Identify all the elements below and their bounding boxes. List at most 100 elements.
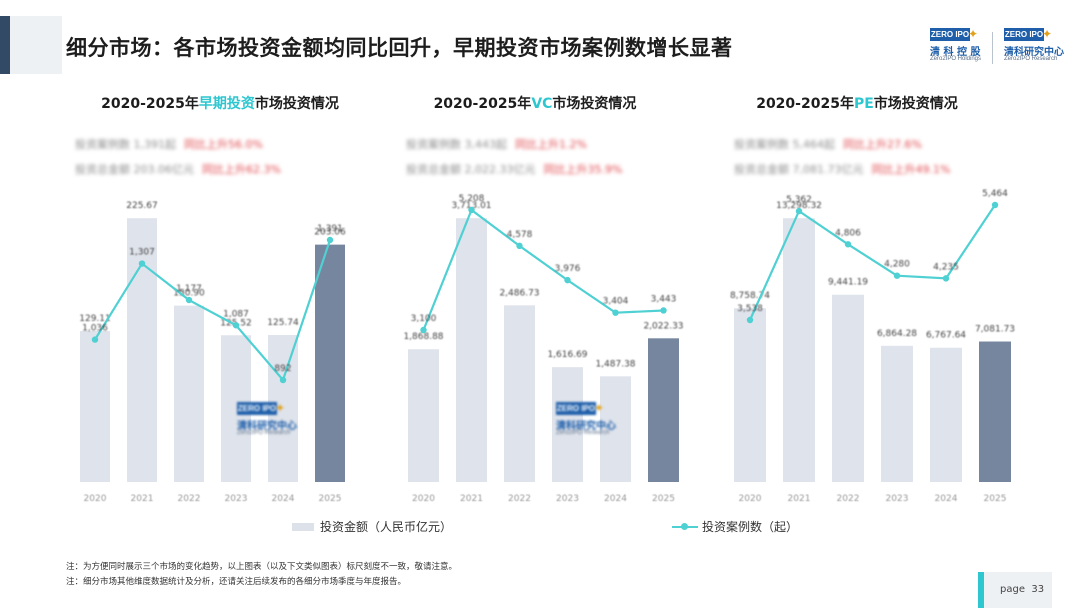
panel-title-highlight: VC bbox=[531, 96, 553, 112]
logo-english-name: Zero2IPO Research bbox=[237, 430, 291, 436]
x-tick-label: 2022 bbox=[178, 494, 201, 504]
line-value-label: 3,443 bbox=[651, 294, 677, 304]
line-value-label: 4,806 bbox=[835, 228, 861, 238]
series-line-case-count bbox=[748, 204, 996, 321]
bar-value-label: 1,868.88 bbox=[403, 332, 443, 342]
x-tick-label: 2020 bbox=[412, 494, 435, 504]
panel-title-suffix: 市场投资情况 bbox=[873, 96, 958, 112]
line-point bbox=[420, 326, 427, 334]
line-point bbox=[844, 241, 852, 248]
logo-chinese-name: 清 科 控 股 bbox=[930, 47, 981, 58]
panel-title-early-stage: 2020-2025年早期投资市场投资情况 bbox=[85, 93, 355, 113]
line-point bbox=[893, 272, 901, 279]
bar-value-label: 225.67 bbox=[126, 201, 158, 211]
stat-text: 投资总金额 7,081.73亿元 bbox=[734, 163, 864, 176]
bar-value-label: 13,298.32 bbox=[776, 201, 822, 211]
footnote: 注：为方便同时展示三个市场的变化趋势，以上图表（以及下文类似图表）标尺刻度不一致… bbox=[66, 562, 458, 572]
footer-accent-bar bbox=[978, 572, 984, 608]
bar bbox=[600, 376, 631, 482]
stat-total-amount: 投资总金额 2,022.33亿元 同比上升35.9% bbox=[406, 161, 622, 177]
x-tick-label: 2023 bbox=[556, 494, 579, 504]
logo-star-icon: ✦ bbox=[594, 401, 605, 415]
line-point bbox=[612, 309, 619, 316]
logo-english-name: Zero2IPO Research bbox=[556, 430, 610, 436]
bar-value-label: 3,713.01 bbox=[451, 201, 491, 211]
stat-growth: 同比上升49.1% bbox=[871, 163, 951, 176]
bar-value-label: 150.90 bbox=[173, 289, 205, 299]
logo-box-text: ZERO IPO bbox=[556, 402, 596, 415]
logo-box-text: ZERO IPO bbox=[1004, 28, 1044, 41]
line-point bbox=[795, 207, 803, 215]
line-value-label: 3,976 bbox=[555, 264, 581, 274]
bar-value-label: 1,487.38 bbox=[595, 359, 635, 369]
panel-title-prefix: 2020-2025年 bbox=[101, 96, 199, 112]
bar-value-label: 1,616.69 bbox=[547, 350, 587, 360]
line-value-label: 5,464 bbox=[982, 189, 1008, 199]
bar-value-label: 6,864.28 bbox=[877, 329, 917, 339]
stat-case-count: 投资案例数 5,464起 同比上升27.6% bbox=[734, 136, 922, 152]
logo-english-name: Zero2IPO Research bbox=[1004, 56, 1058, 62]
x-tick-label: 2021 bbox=[460, 494, 483, 504]
x-tick-label: 2024 bbox=[604, 494, 627, 504]
bar bbox=[456, 218, 487, 482]
x-tick-label: 2024 bbox=[935, 494, 958, 504]
line-point bbox=[991, 201, 999, 209]
footnote: 注：细分市场其他维度数据统计及分析，还请关注后续发布的各细分市场季度与年度报告。 bbox=[66, 577, 407, 587]
panel-title-suffix: 市场投资情况 bbox=[552, 96, 637, 112]
line-point bbox=[564, 276, 571, 284]
bar bbox=[783, 218, 815, 482]
stat-case-count: 投资案例数 1,391起 同比上升56.0% bbox=[75, 136, 263, 152]
footer-page-box bbox=[984, 572, 1052, 608]
page-label: page bbox=[1000, 584, 1025, 595]
logo-english-name: Zero2IPO Holdings bbox=[930, 56, 982, 62]
line-point bbox=[185, 296, 193, 304]
zero2ipo-research-logo: ZERO IPO ✦ 清科研究中心 Zero2IPO Research bbox=[1004, 27, 1064, 68]
line-point bbox=[232, 322, 240, 329]
series-line-case-count bbox=[94, 239, 332, 383]
line-value-label: 1,087 bbox=[223, 309, 249, 319]
bar-value-label: 125.74 bbox=[267, 318, 299, 328]
line-value-label: 1,177 bbox=[176, 284, 202, 294]
x-tick-label: 2024 bbox=[272, 494, 295, 504]
bar bbox=[127, 218, 157, 482]
panel-title-vc: 2020-2025年VC市场投资情况 bbox=[400, 93, 670, 113]
line-value-label: 4,235 bbox=[933, 262, 959, 272]
panel-title-pe: 2020-2025年PE市场投资情况 bbox=[722, 93, 992, 113]
bar bbox=[979, 341, 1011, 482]
logo-divider bbox=[992, 32, 993, 64]
zero2ipo-holdings-logo: ZERO IPO ✦ 清 科 控 股 Zero2IPO Holdings bbox=[930, 27, 988, 68]
bar-value-label: 7,081.73 bbox=[975, 325, 1015, 335]
line-point bbox=[138, 260, 146, 267]
line-value-label: 1,307 bbox=[129, 248, 155, 258]
panel-title-highlight: 早期投资 bbox=[198, 96, 255, 112]
x-tick-label: 2022 bbox=[508, 494, 531, 504]
bar bbox=[881, 345, 913, 482]
line-value-label: 892 bbox=[274, 364, 291, 374]
legend-line-item: 投资案例数（起） bbox=[672, 518, 798, 535]
panel-title-highlight: PE bbox=[853, 96, 874, 112]
line-point bbox=[942, 275, 950, 282]
stat-growth: 同比上升1.2% bbox=[515, 138, 587, 151]
line-point bbox=[660, 307, 667, 314]
logo-chinese-name: 清科研究中心 bbox=[1004, 47, 1064, 58]
bar bbox=[315, 244, 345, 482]
bar bbox=[504, 305, 535, 482]
line-point bbox=[91, 336, 99, 343]
line-point bbox=[746, 316, 754, 324]
title-accent-background bbox=[10, 16, 62, 74]
bar-value-label: 203.06 bbox=[314, 228, 346, 238]
x-tick-label: 2022 bbox=[837, 494, 860, 504]
line-value-label: 4,578 bbox=[507, 230, 533, 240]
x-tick-label: 2021 bbox=[131, 494, 154, 504]
stat-case-count: 投资案例数 3,443起 同比上升1.2% bbox=[406, 136, 587, 152]
logo-chinese-name: 清科研究中心 bbox=[556, 421, 616, 432]
stat-growth: 同比上升35.9% bbox=[543, 163, 623, 176]
logo-box-text: ZERO IPO bbox=[930, 28, 970, 41]
legend-bar-label: 投资金额（人民币亿元） bbox=[320, 520, 453, 534]
bar bbox=[930, 347, 962, 482]
stat-text: 投资总金额 203.06亿元 bbox=[75, 163, 194, 176]
line-value-label: 5,362 bbox=[786, 195, 812, 205]
logo-star-icon: ✦ bbox=[968, 27, 979, 41]
